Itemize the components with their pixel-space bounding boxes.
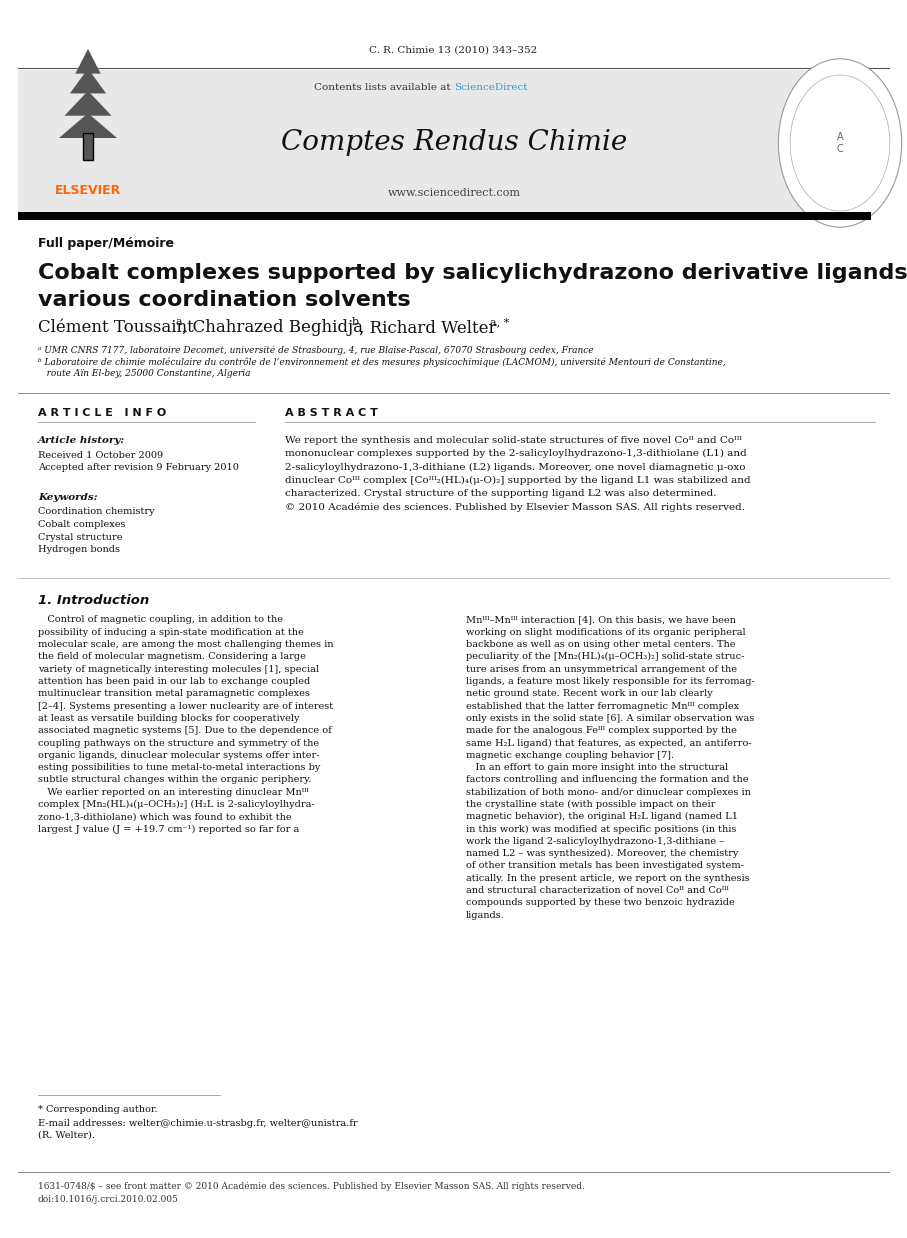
Text: 1631-0748/$ – see front matter © 2010 Académie des sciences. Published by Elsevi: 1631-0748/$ – see front matter © 2010 Ac… bbox=[38, 1181, 585, 1191]
Text: same H₂L ligand) that features, as expected, an antiferro-: same H₂L ligand) that features, as expec… bbox=[466, 738, 752, 748]
Text: Keywords:: Keywords: bbox=[38, 494, 98, 503]
Text: Cobalt complexes: Cobalt complexes bbox=[38, 520, 125, 529]
Text: Received 1 October 2009: Received 1 October 2009 bbox=[38, 451, 163, 459]
Text: complex [Mn₂(HL)₄(μ–OCH₃)₂] (H₂L is 2-salicyloylhydra-: complex [Mn₂(HL)₄(μ–OCH₃)₂] (H₂L is 2-sa… bbox=[38, 800, 315, 810]
Text: attention has been paid in our lab to exchange coupled: attention has been paid in our lab to ex… bbox=[38, 677, 310, 686]
Text: named L2 – was synthesized). Moreover, the chemistry: named L2 – was synthesized). Moreover, t… bbox=[466, 849, 738, 858]
Text: Mnᴵᴵᴵ–Mnᴵᴵᴵ interaction [4]. On this basis, we have been: Mnᴵᴵᴵ–Mnᴵᴵᴵ interaction [4]. On this bas… bbox=[466, 615, 736, 624]
Text: esting possibilities to tune metal-to-metal interactions by: esting possibilities to tune metal-to-me… bbox=[38, 763, 320, 773]
Text: only exists in the solid state [6]. A similar observation was: only exists in the solid state [6]. A si… bbox=[466, 714, 755, 723]
Text: stabilization of both mono- and/or dinuclear complexes in: stabilization of both mono- and/or dinuc… bbox=[466, 787, 751, 797]
Text: Crystal structure: Crystal structure bbox=[38, 532, 122, 541]
Text: multinuclear transition metal paramagnetic complexes: multinuclear transition metal paramagnet… bbox=[38, 690, 310, 698]
Text: subtle structural changes within the organic periphery.: subtle structural changes within the org… bbox=[38, 775, 311, 785]
Text: backbone as well as on using other metal centers. The: backbone as well as on using other metal… bbox=[466, 640, 736, 649]
Text: largest J value (J = +19.7 cm⁻¹) reported so far for a: largest J value (J = +19.7 cm⁻¹) reporte… bbox=[38, 825, 299, 833]
Text: netic ground state. Recent work in our lab clearly: netic ground state. Recent work in our l… bbox=[466, 690, 713, 698]
Text: of other transition metals has been investigated system-: of other transition metals has been inve… bbox=[466, 862, 744, 870]
Bar bbox=[18, 212, 871, 220]
Text: Accepted after revision 9 February 2010: Accepted after revision 9 February 2010 bbox=[38, 463, 239, 472]
Text: ligands.: ligands. bbox=[466, 911, 505, 920]
Text: A
C: A C bbox=[836, 132, 844, 154]
Text: Hydrogen bonds: Hydrogen bonds bbox=[38, 546, 120, 555]
Text: atically. In the present article, we report on the synthesis: atically. In the present article, we rep… bbox=[466, 874, 749, 883]
Text: b: b bbox=[352, 317, 359, 327]
Text: at least as versatile building blocks for cooperatively: at least as versatile building blocks fo… bbox=[38, 714, 299, 723]
FancyBboxPatch shape bbox=[18, 71, 871, 212]
Text: Comptes Rendus Chimie: Comptes Rendus Chimie bbox=[281, 130, 627, 156]
Text: Cobalt complexes supported by salicylichydrazono derivative ligands and: Cobalt complexes supported by salicylich… bbox=[38, 262, 907, 284]
Text: the field of molecular magnetism. Considering a large: the field of molecular magnetism. Consid… bbox=[38, 652, 306, 661]
Text: * Corresponding author.: * Corresponding author. bbox=[38, 1106, 158, 1114]
Text: , Chahrazed Beghidja: , Chahrazed Beghidja bbox=[182, 319, 363, 337]
Text: characterized. Crystal structure of the supporting ligand L2 was also determined: characterized. Crystal structure of the … bbox=[285, 489, 717, 499]
Text: Control of magnetic coupling, in addition to the: Control of magnetic coupling, in additio… bbox=[38, 615, 283, 624]
Text: compounds supported by these two benzoic hydrazide: compounds supported by these two benzoic… bbox=[466, 899, 735, 907]
Text: a: a bbox=[175, 317, 181, 327]
Text: dinuclear Coᴵᴵᴵ complex [Coᴵᴵᴵ₂(HL)₄(μ-O)₂] supported by the ligand L1 was stabi: dinuclear Coᴵᴵᴵ complex [Coᴵᴵᴵ₂(HL)₄(μ-O… bbox=[285, 475, 751, 485]
Text: Full paper/Mémoire: Full paper/Mémoire bbox=[38, 236, 174, 250]
Text: ScienceDirect: ScienceDirect bbox=[454, 83, 528, 93]
Text: working on slight modifications of its organic peripheral: working on slight modifications of its o… bbox=[466, 628, 746, 636]
Text: various coordination solvents: various coordination solvents bbox=[38, 290, 411, 310]
Text: In an effort to gain more insight into the structural: In an effort to gain more insight into t… bbox=[466, 763, 728, 773]
Text: doi:10.1016/j.crci.2010.02.005: doi:10.1016/j.crci.2010.02.005 bbox=[38, 1195, 179, 1203]
Text: , Richard Welter: , Richard Welter bbox=[359, 319, 496, 337]
Text: organic ligands, dinuclear molecular systems offer inter-: organic ligands, dinuclear molecular sys… bbox=[38, 750, 319, 760]
Text: 1. Introduction: 1. Introduction bbox=[38, 593, 150, 607]
Text: E-mail addresses: welter@chimie.u-strasbg.fr, welter@unistra.fr: E-mail addresses: welter@chimie.u-strasb… bbox=[38, 1118, 357, 1128]
Text: variety of magnetically interesting molecules [1], special: variety of magnetically interesting mole… bbox=[38, 665, 319, 673]
Text: www.sciencedirect.com: www.sciencedirect.com bbox=[387, 188, 521, 198]
Text: [2–4]. Systems presenting a lower nuclearity are of interest: [2–4]. Systems presenting a lower nuclea… bbox=[38, 702, 333, 711]
Text: Article history:: Article history: bbox=[38, 436, 125, 444]
Text: ture arises from an unsymmetrical arrangement of the: ture arises from an unsymmetrical arrang… bbox=[466, 665, 737, 673]
Polygon shape bbox=[75, 48, 101, 73]
Text: 2-salicyloylhydrazono-1,3-dithiane (L2) ligands. Moreover, one novel diamagnetic: 2-salicyloylhydrazono-1,3-dithiane (L2) … bbox=[285, 463, 746, 472]
Text: ligands, a feature most likely responsible for its ferromag-: ligands, a feature most likely responsib… bbox=[466, 677, 755, 686]
FancyBboxPatch shape bbox=[83, 132, 93, 160]
Text: © 2010 Académie des sciences. Published by Elsevier Masson SAS. All rights reser: © 2010 Académie des sciences. Published … bbox=[285, 503, 745, 513]
Text: a, *: a, * bbox=[490, 317, 509, 327]
Text: ᵃ UMR CNRS 7177, laboratoire Decomet, université de Strasbourg, 4, rue Blaise-Pa: ᵃ UMR CNRS 7177, laboratoire Decomet, un… bbox=[38, 345, 593, 355]
Text: (R. Welter).: (R. Welter). bbox=[38, 1130, 95, 1139]
Text: molecular scale, are among the most challenging themes in: molecular scale, are among the most chal… bbox=[38, 640, 334, 649]
Text: We earlier reported on an interesting dinuclear Mnᴵᴵᴵ: We earlier reported on an interesting di… bbox=[38, 787, 309, 797]
Text: zono-1,3-dithiolane) which was found to exhibit the: zono-1,3-dithiolane) which was found to … bbox=[38, 812, 292, 821]
Text: C. R. Chimie 13 (2010) 343–352: C. R. Chimie 13 (2010) 343–352 bbox=[369, 46, 538, 54]
Text: established that the latter ferromagnetic Mnᴵᴵᴵ complex: established that the latter ferromagneti… bbox=[466, 702, 739, 711]
Text: factors controlling and influencing the formation and the: factors controlling and influencing the … bbox=[466, 775, 748, 785]
Text: magnetic exchange coupling behavior [7].: magnetic exchange coupling behavior [7]. bbox=[466, 750, 674, 760]
Text: coupling pathways on the structure and symmetry of the: coupling pathways on the structure and s… bbox=[38, 739, 319, 748]
Text: work the ligand 2-salicyloylhydrazono-1,3-dithiane –: work the ligand 2-salicyloylhydrazono-1,… bbox=[466, 837, 724, 846]
Text: ᵇ Laboratoire de chimie moléculaire du contrôle de l’environnement et des mesure: ᵇ Laboratoire de chimie moléculaire du c… bbox=[38, 358, 726, 366]
Text: in this work) was modified at specific positions (in this: in this work) was modified at specific p… bbox=[466, 825, 736, 833]
Text: made for the analogous Feᴵᴵᴵ complex supported by the: made for the analogous Feᴵᴵᴵ complex sup… bbox=[466, 727, 736, 735]
Text: the crystalline state (with possible impact on their: the crystalline state (with possible imp… bbox=[466, 800, 716, 810]
Text: A B S T R A C T: A B S T R A C T bbox=[285, 409, 378, 418]
Text: ELSEVIER: ELSEVIER bbox=[55, 183, 122, 197]
Text: magnetic behavior), the original H₂L ligand (named L1: magnetic behavior), the original H₂L lig… bbox=[466, 812, 738, 821]
Text: and structural characterization of novel Coᴵᴵ and Coᴵᴵᴵ: and structural characterization of novel… bbox=[466, 886, 729, 895]
Text: possibility of inducing a spin-state modification at the: possibility of inducing a spin-state mod… bbox=[38, 628, 304, 636]
Text: peculiarity of the [Mn₂(HL)₄(μ–OCH₃)₂] solid-state struc-: peculiarity of the [Mn₂(HL)₄(μ–OCH₃)₂] s… bbox=[466, 652, 745, 661]
Text: A R T I C L E   I N F O: A R T I C L E I N F O bbox=[38, 409, 166, 418]
Text: Contents lists available at: Contents lists available at bbox=[314, 83, 454, 93]
Circle shape bbox=[778, 59, 902, 228]
Text: We report the synthesis and molecular solid-state structures of five novel Coᴵᴵ : We report the synthesis and molecular so… bbox=[285, 436, 742, 444]
Polygon shape bbox=[64, 90, 112, 115]
Text: route Aïn El-bey, 25000 Constantine, Algeria: route Aïn El-bey, 25000 Constantine, Alg… bbox=[38, 369, 250, 379]
Text: associated magnetic systems [5]. Due to the dependence of: associated magnetic systems [5]. Due to … bbox=[38, 727, 332, 735]
Polygon shape bbox=[59, 113, 117, 137]
Text: mononuclear complexes supported by the 2-salicyloylhydrazono-1,3-dithiolane (L1): mononuclear complexes supported by the 2… bbox=[285, 449, 746, 458]
Polygon shape bbox=[70, 68, 106, 93]
Text: Clément Toussaint: Clément Toussaint bbox=[38, 319, 194, 337]
Text: Coordination chemistry: Coordination chemistry bbox=[38, 506, 154, 515]
